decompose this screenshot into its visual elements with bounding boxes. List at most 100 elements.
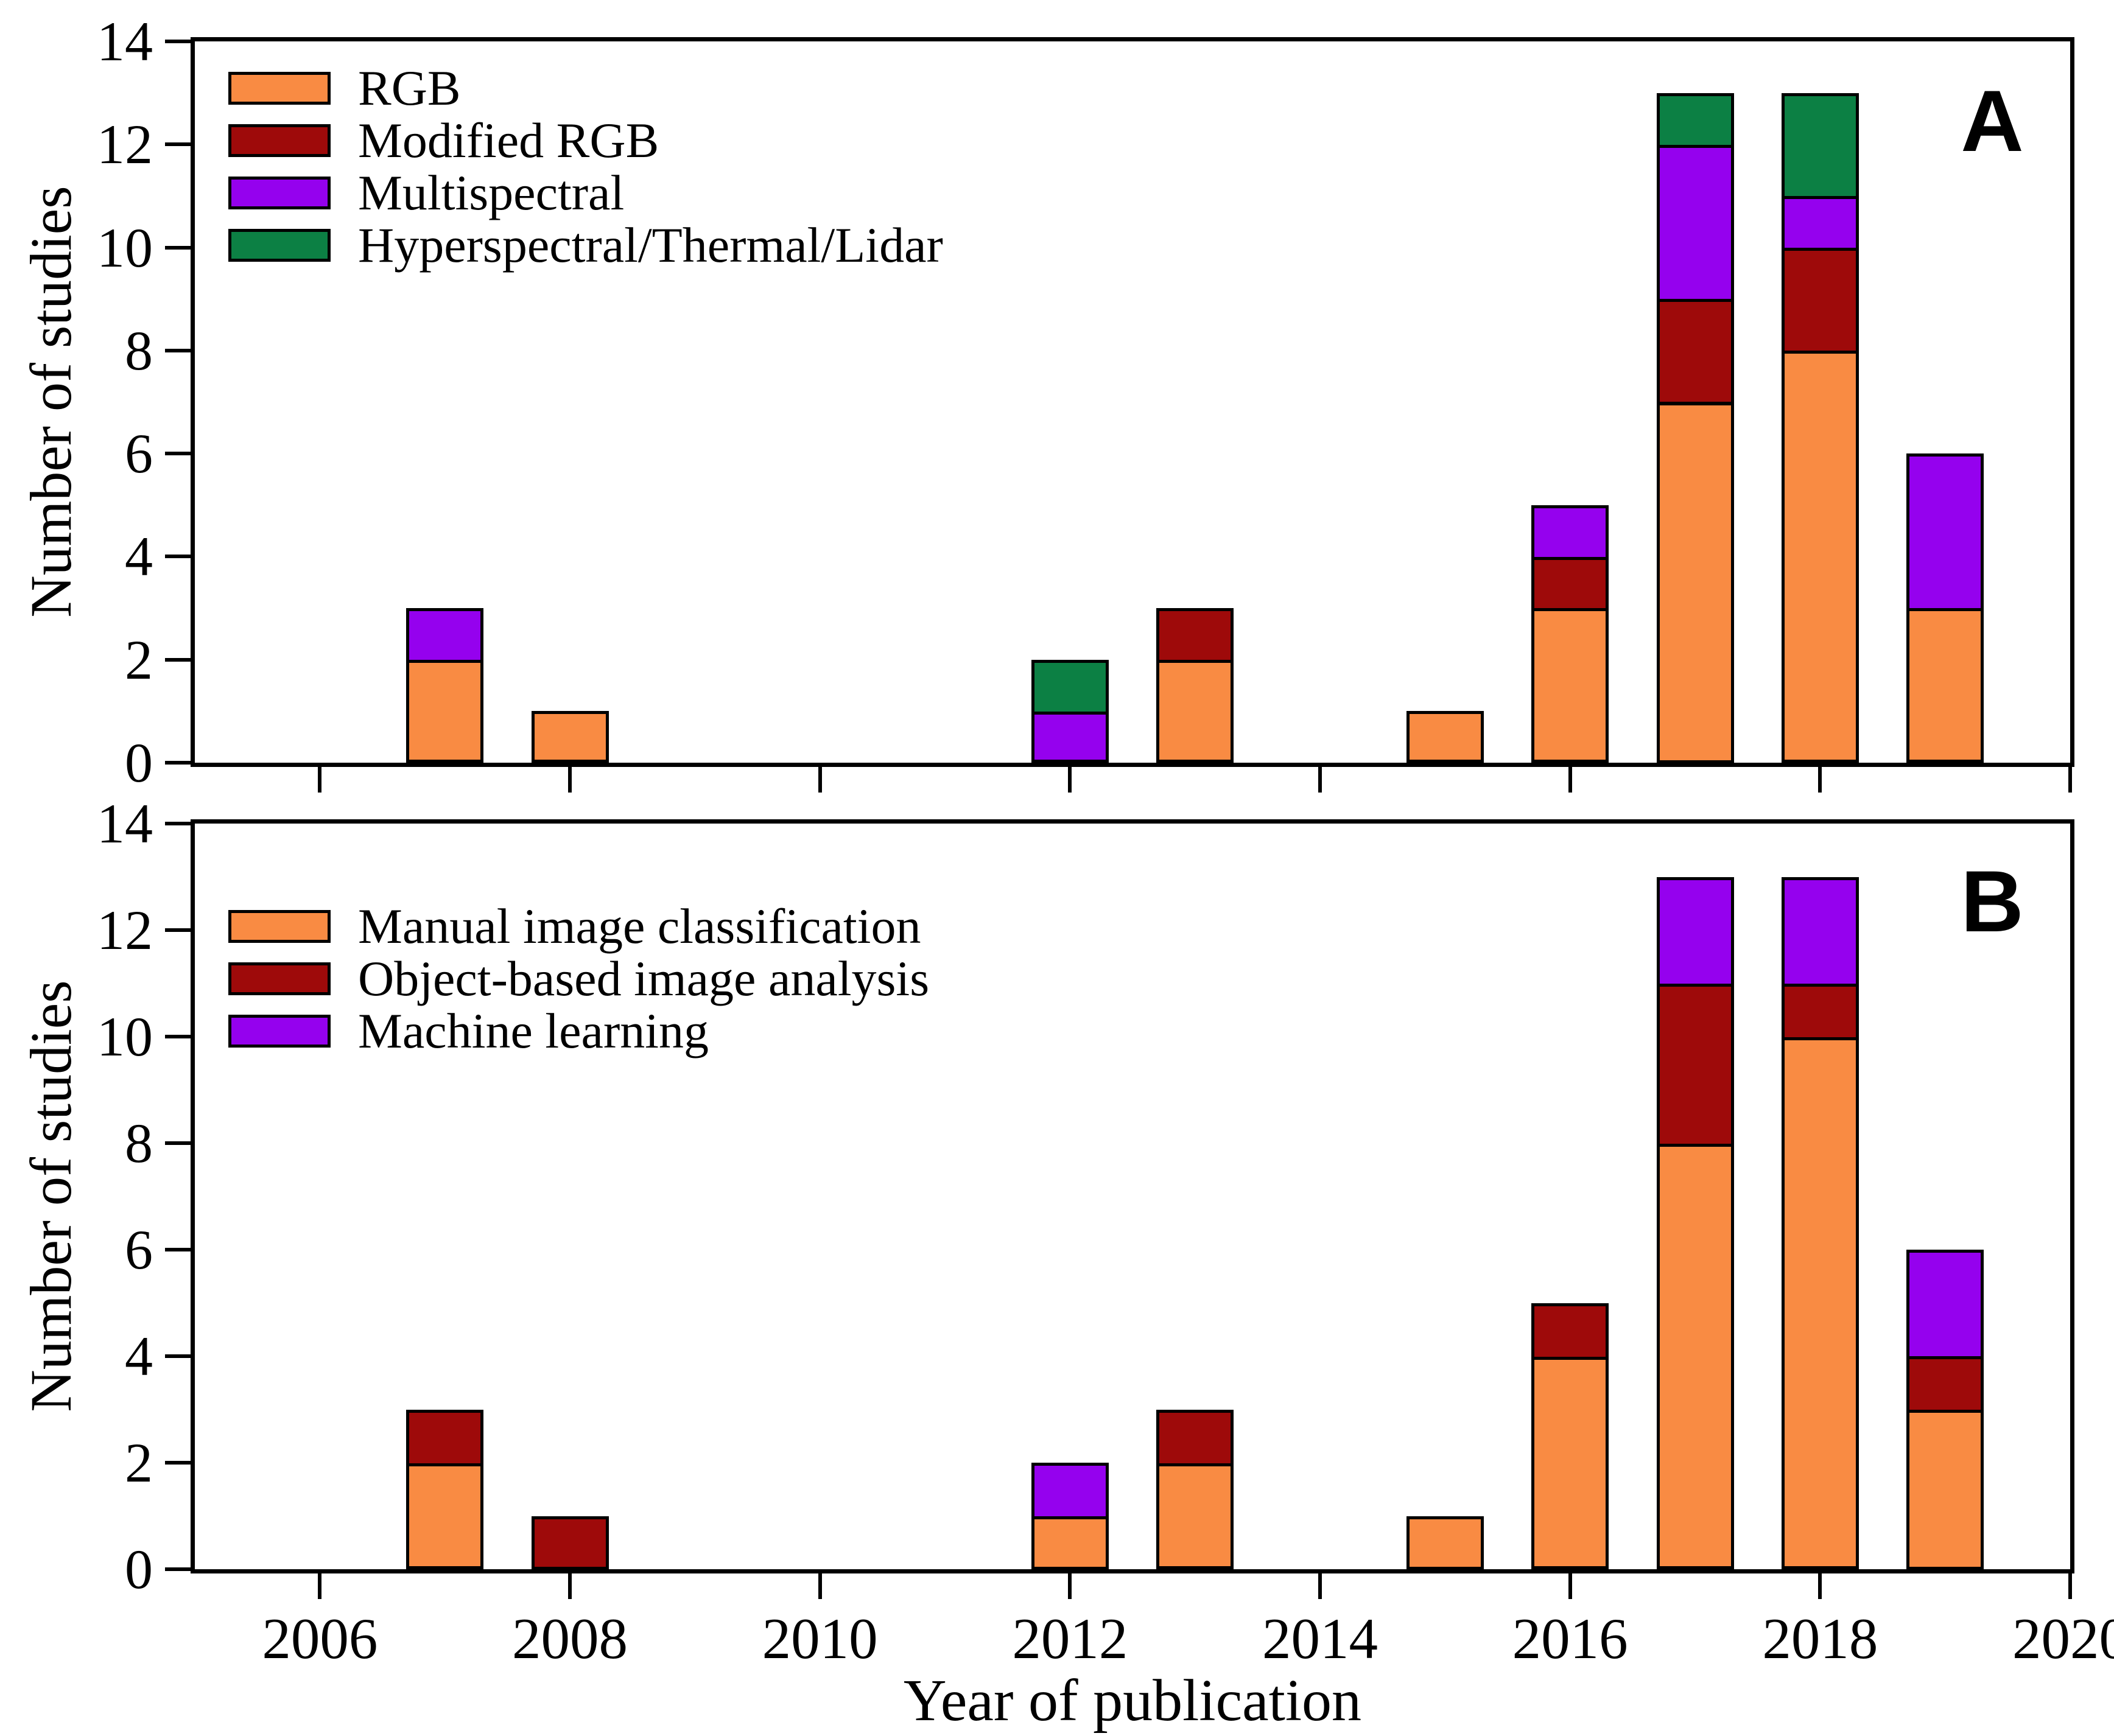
y-tick-label: 12	[97, 113, 153, 176]
legend-label-modified-rgb: Modified RGB	[358, 113, 659, 168]
legend-label-manual-classification: Manual image classification	[358, 898, 921, 954]
bar-segment-2007-manual-image-classification	[406, 1463, 483, 1569]
y-tick-label: 6	[125, 1219, 153, 1281]
bar-segment-2013-manual-image-classification	[1156, 1463, 1234, 1569]
y-tick-label: 8	[125, 319, 153, 382]
y-axis-tick	[165, 1035, 191, 1038]
x-tick-label: 2016	[1512, 1606, 1628, 1671]
x-axis-tick	[1818, 1573, 1822, 1599]
legend-label-hyperspectral: Hyperspectral/Thermal/Lidar	[358, 217, 943, 273]
panel-a-plot-box	[191, 37, 2074, 767]
x-axis-tick	[1568, 1573, 1572, 1599]
y-tick-label: 8	[125, 1112, 153, 1174]
x-axis-tick	[318, 767, 322, 793]
bar-segment-2008-rgb	[532, 711, 609, 763]
bar-segment-2017-multispectral	[1657, 144, 1734, 302]
legend-item-machine-learning: Machine learning	[228, 1006, 929, 1056]
panel-a-legend: RGB Modified RGB Multispectral Hyperspec…	[228, 63, 943, 284]
x-tick-label: 2006	[262, 1606, 378, 1671]
x-axis-tick	[1318, 1573, 1322, 1599]
y-axis-tick	[165, 245, 191, 250]
bar-segment-2015-rgb	[1406, 711, 1484, 763]
bar-segment-2019-multispectral	[1906, 453, 1984, 611]
x-axis-tick	[1068, 1573, 1072, 1599]
bar-segment-2018-modified-rgb	[1782, 248, 1859, 354]
panel-b-letter: B	[1961, 853, 2024, 950]
bar-segment-2019-rgb	[1906, 608, 1984, 763]
x-tick-label: 2014	[1262, 1606, 1378, 1671]
hyperspectral-swatch	[228, 229, 331, 262]
y-axis-tick	[165, 822, 191, 825]
bar-segment-2012-hyperspectral-thermal-lidar	[1031, 660, 1109, 715]
object-based-swatch	[228, 962, 331, 995]
legend-item-hyperspectral: Hyperspectral/Thermal/Lidar	[228, 220, 943, 270]
bar-segment-2016-object-based-image-analysis	[1531, 1303, 1609, 1360]
bar-segment-2007-object-based-image-analysis	[406, 1410, 483, 1466]
x-tick-label: 2018	[1762, 1606, 1878, 1671]
x-axis-tick	[568, 767, 572, 793]
legend-item-multispectral: Multispectral	[228, 168, 943, 218]
bar-segment-2017-object-based-image-analysis	[1657, 984, 1734, 1147]
bar-segment-2016-manual-image-classification	[1531, 1356, 1609, 1569]
bar-segment-2016-multispectral	[1531, 505, 1609, 560]
panel-b-plot-box	[191, 819, 2074, 1573]
bar-segment-2017-hyperspectral-thermal-lidar	[1657, 93, 1734, 148]
bar-segment-2013-object-based-image-analysis	[1156, 1410, 1234, 1466]
y-axis-tick	[165, 1354, 191, 1358]
bar-segment-2017-manual-image-classification	[1657, 1143, 1734, 1569]
bar-segment-2013-rgb	[1156, 660, 1234, 763]
y-axis-tick	[165, 40, 191, 43]
y-axis-tick	[165, 928, 191, 932]
bar-segment-2018-hyperspectral-thermal-lidar	[1782, 93, 1859, 199]
legend-label-rgb: RGB	[358, 60, 461, 116]
x-axis-tick	[568, 1573, 572, 1599]
y-tick-label: 0	[125, 1538, 153, 1600]
bar-segment-2007-rgb	[406, 660, 483, 763]
y-axis-tick	[165, 348, 191, 352]
x-axis-tick	[1818, 767, 1822, 793]
bar-segment-2015-manual-image-classification	[1406, 1516, 1484, 1570]
x-axis-tick	[2068, 1573, 2072, 1599]
multispectral-swatch	[228, 177, 331, 209]
x-tick-label: 2012	[1012, 1606, 1128, 1671]
bar-segment-2016-rgb	[1531, 608, 1609, 763]
y-axis-tick	[165, 1248, 191, 1251]
x-tick-label: 2020	[2012, 1606, 2114, 1671]
x-axis-tick	[818, 767, 822, 793]
y-axis-tick	[165, 1567, 191, 1571]
bar-segment-2013-modified-rgb	[1156, 608, 1234, 663]
y-tick-label: 4	[125, 1325, 153, 1387]
x-axis-tick	[1568, 767, 1572, 793]
bar-segment-2019-manual-image-classification	[1906, 1410, 1984, 1570]
legend-item-manual-classification: Manual image classification	[228, 901, 929, 951]
bar-segment-2012-machine-learning	[1031, 1463, 1109, 1519]
legend-item-modified-rgb: Modified RGB	[228, 116, 943, 166]
bar-segment-2018-object-based-image-analysis	[1782, 984, 1859, 1040]
bar-segment-2018-multispectral	[1782, 196, 1859, 251]
bar-segment-2018-rgb	[1782, 351, 1859, 763]
legend-item-object-based: Object-based image analysis	[228, 954, 929, 1004]
y-tick-label: 10	[97, 1006, 153, 1068]
panel-a-letter: A	[1961, 73, 2024, 170]
y-axis-tick	[165, 1141, 191, 1145]
legend-label-multispectral: Multispectral	[358, 165, 625, 220]
machine-learning-swatch	[228, 1015, 331, 1048]
y-tick-label: 2	[125, 1432, 153, 1494]
y-axis-tick	[165, 142, 191, 147]
y-axis-tick	[165, 555, 191, 559]
bar-segment-2017-rgb	[1657, 402, 1734, 763]
y-tick-label: 0	[125, 732, 153, 794]
bar-segment-2017-machine-learning	[1657, 877, 1734, 987]
y-tick-label: 14	[97, 10, 153, 72]
bar-segment-2019-machine-learning	[1906, 1250, 1984, 1359]
y-tick-label: 2	[125, 628, 153, 691]
x-axis-tick	[318, 1573, 322, 1599]
bar-segment-2007-multispectral	[406, 608, 483, 663]
x-tick-label: 2010	[762, 1606, 878, 1671]
bar-segment-2012-multispectral	[1031, 711, 1109, 763]
bar-segment-2019-object-based-image-analysis	[1906, 1356, 1984, 1413]
y-axis-tick	[165, 452, 191, 456]
bar-segment-2018-manual-image-classification	[1782, 1037, 1859, 1569]
rgb-swatch	[228, 72, 331, 105]
